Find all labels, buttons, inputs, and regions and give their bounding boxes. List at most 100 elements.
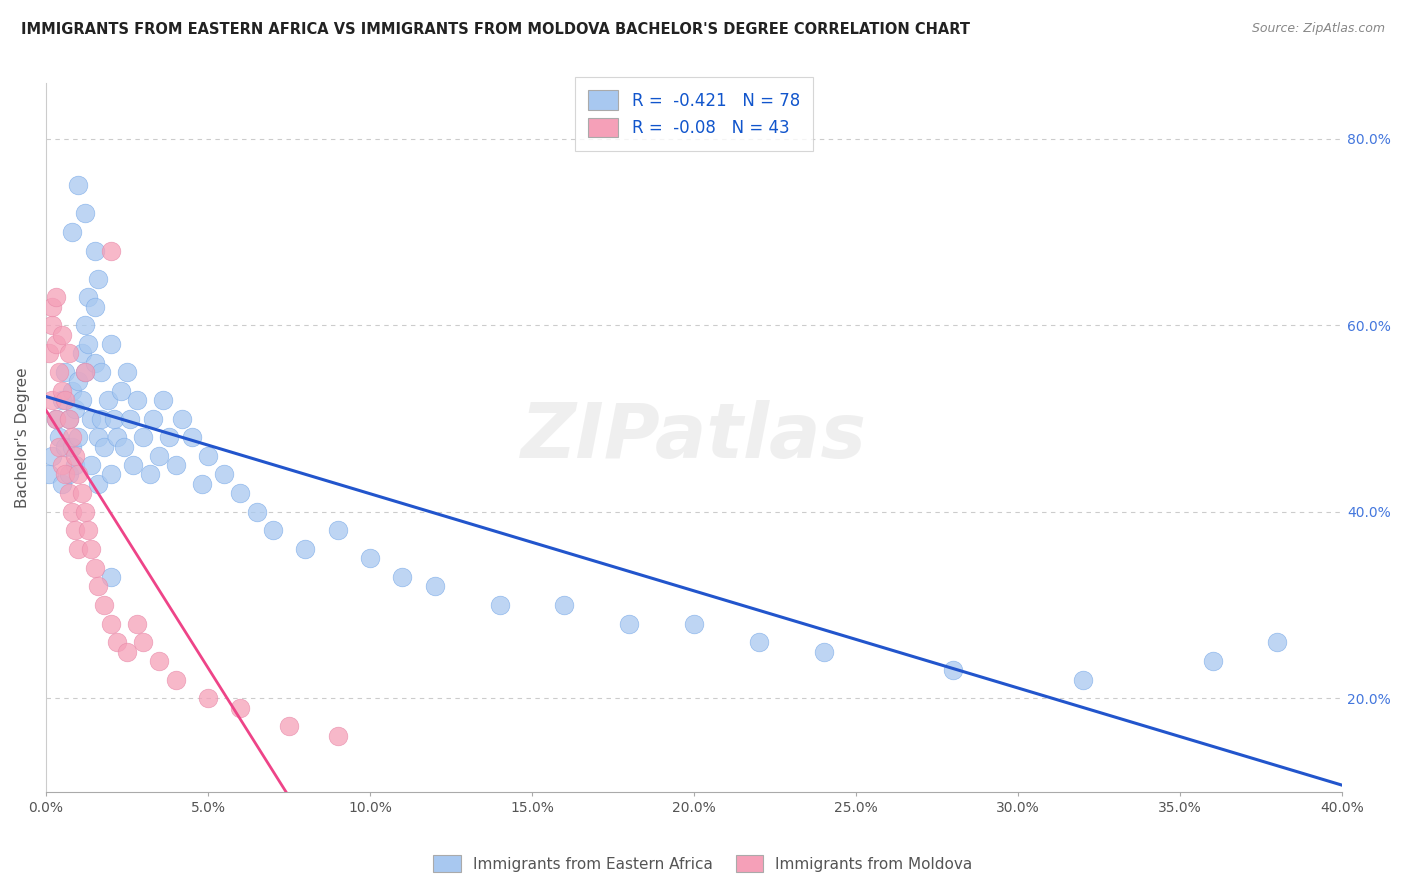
- Point: [488, 598, 510, 612]
- Point: [83, 244, 105, 258]
- Point: [246, 505, 269, 519]
- Point: [165, 458, 187, 472]
- Point: [58, 467, 80, 482]
- Point: [41, 449, 63, 463]
- Point: [120, 411, 142, 425]
- Point: [90, 411, 112, 425]
- Point: [63, 524, 86, 538]
- Point: [93, 598, 115, 612]
- Point: [748, 635, 770, 649]
- Point: [619, 616, 641, 631]
- Point: [87, 430, 110, 444]
- Point: [1267, 635, 1289, 649]
- Point: [48, 365, 70, 379]
- Point: [83, 300, 105, 314]
- Point: [58, 411, 80, 425]
- Point: [326, 729, 349, 743]
- Point: [212, 467, 235, 482]
- Point: [67, 430, 90, 444]
- Text: ZIPatlas: ZIPatlas: [522, 401, 868, 475]
- Point: [60, 384, 83, 398]
- Point: [683, 616, 706, 631]
- Point: [100, 467, 122, 482]
- Point: [51, 384, 73, 398]
- Point: [100, 570, 122, 584]
- Point: [80, 411, 103, 425]
- Point: [197, 691, 219, 706]
- Point: [38, 346, 60, 360]
- Point: [112, 440, 135, 454]
- Point: [125, 616, 148, 631]
- Point: [165, 673, 187, 687]
- Point: [1201, 654, 1223, 668]
- Point: [45, 411, 67, 425]
- Point: [51, 392, 73, 407]
- Point: [423, 579, 446, 593]
- Point: [105, 430, 128, 444]
- Point: [41, 392, 63, 407]
- Point: [67, 542, 90, 557]
- Point: [63, 449, 86, 463]
- Point: [90, 365, 112, 379]
- Point: [45, 411, 67, 425]
- Point: [63, 402, 86, 417]
- Point: [55, 365, 77, 379]
- Point: [41, 300, 63, 314]
- Point: [58, 346, 80, 360]
- Point: [172, 411, 194, 425]
- Point: [326, 524, 349, 538]
- Point: [93, 440, 115, 454]
- Point: [60, 440, 83, 454]
- Point: [70, 346, 93, 360]
- Point: [80, 542, 103, 557]
- Point: [60, 505, 83, 519]
- Point: [148, 449, 170, 463]
- Point: [77, 290, 100, 304]
- Point: [262, 524, 284, 538]
- Point: [180, 430, 202, 444]
- Point: [48, 440, 70, 454]
- Point: [138, 467, 160, 482]
- Legend: R =  -0.421   N = 78, R =  -0.08   N = 43: R = -0.421 N = 78, R = -0.08 N = 43: [575, 77, 813, 151]
- Text: Source: ZipAtlas.com: Source: ZipAtlas.com: [1251, 22, 1385, 36]
- Point: [197, 449, 219, 463]
- Point: [73, 318, 96, 333]
- Point: [190, 476, 212, 491]
- Point: [70, 486, 93, 500]
- Point: [48, 430, 70, 444]
- Point: [55, 467, 77, 482]
- Point: [96, 392, 118, 407]
- Point: [38, 467, 60, 482]
- Point: [391, 570, 413, 584]
- Point: [77, 337, 100, 351]
- Point: [132, 430, 155, 444]
- Point: [125, 392, 148, 407]
- Point: [58, 486, 80, 500]
- Point: [100, 337, 122, 351]
- Point: [122, 458, 145, 472]
- Point: [77, 524, 100, 538]
- Point: [51, 458, 73, 472]
- Point: [115, 365, 138, 379]
- Point: [45, 290, 67, 304]
- Point: [103, 411, 125, 425]
- Point: [67, 467, 90, 482]
- Point: [73, 365, 96, 379]
- Point: [142, 411, 165, 425]
- Point: [157, 430, 180, 444]
- Point: [73, 505, 96, 519]
- Y-axis label: Bachelor's Degree: Bachelor's Degree: [15, 367, 30, 508]
- Point: [55, 440, 77, 454]
- Point: [51, 327, 73, 342]
- Point: [229, 700, 252, 714]
- Point: [813, 645, 835, 659]
- Point: [294, 542, 316, 557]
- Point: [58, 411, 80, 425]
- Point: [60, 225, 83, 239]
- Point: [45, 337, 67, 351]
- Text: IMMIGRANTS FROM EASTERN AFRICA VS IMMIGRANTS FROM MOLDOVA BACHELOR'S DEGREE CORR: IMMIGRANTS FROM EASTERN AFRICA VS IMMIGR…: [21, 22, 970, 37]
- Point: [67, 178, 90, 193]
- Point: [80, 458, 103, 472]
- Point: [70, 392, 93, 407]
- Point: [67, 374, 90, 388]
